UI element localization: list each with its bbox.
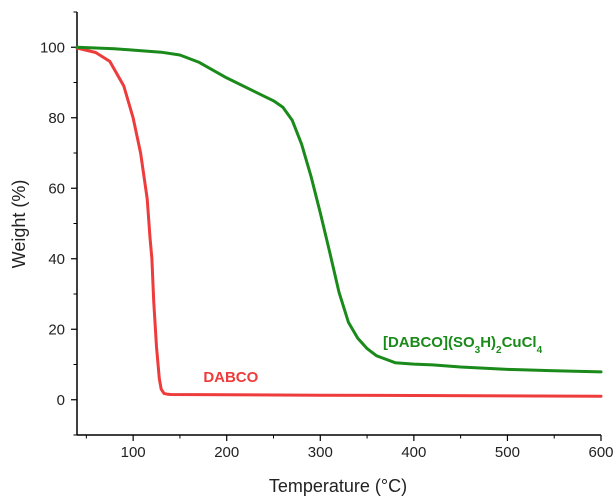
x-tick-label-500: 500 <box>495 444 520 461</box>
y-tick-label-80: 80 <box>48 110 65 127</box>
series-line-dabco-so3h-cucl4 <box>75 45 603 374</box>
x-tick-label-100: 100 <box>121 444 146 461</box>
y-tick-label-100: 100 <box>40 39 65 56</box>
y-tick-label-60: 60 <box>48 180 65 197</box>
x-tick-label-200: 200 <box>214 444 239 461</box>
y-tick-label-0: 0 <box>57 392 65 409</box>
y-tick-label-40: 40 <box>48 251 65 268</box>
series-label-part: H) <box>480 334 496 351</box>
series-label-part: [DABCO](SO <box>383 334 475 351</box>
series-label-subscript: 3 <box>475 344 481 355</box>
x-tick-label-600: 600 <box>588 444 613 461</box>
x-axis-title: Temperature (°C) <box>269 476 407 496</box>
series-layer <box>75 45 603 398</box>
series-line-dabco <box>75 46 603 398</box>
y-tick-label-20: 20 <box>48 321 65 338</box>
series-label-dabco: DABCO <box>203 369 258 386</box>
x-tick-label-300: 300 <box>308 444 333 461</box>
labels-layer: DABCO [DABCO](SO3H)2CuCl4 <box>203 334 542 386</box>
series-label-subscript: 4 <box>537 344 543 355</box>
x-tick-label-400: 400 <box>401 444 426 461</box>
series-label-dabco-so3h-cucl4: [DABCO](SO3H)2CuCl4 <box>383 334 543 356</box>
series-label-part: CuCl <box>502 334 537 351</box>
series-label-subscript: 2 <box>496 344 502 355</box>
plot-frame: 100 200 300 400 500 600 0 20 40 60 80 100 <box>40 11 614 461</box>
y-axis-title: Weight (%) <box>9 180 29 269</box>
